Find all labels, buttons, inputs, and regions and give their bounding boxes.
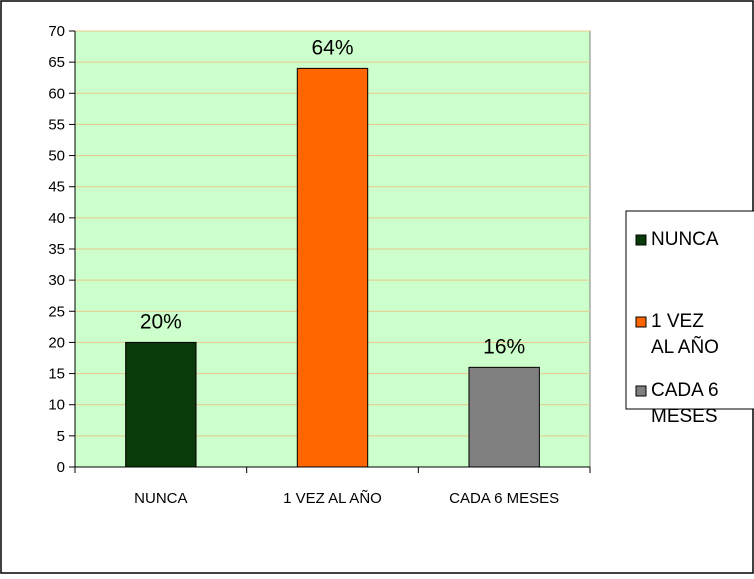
legend-swatch	[635, 316, 647, 328]
legend-label: NUNCA	[651, 229, 719, 250]
y-tick-label: 50	[48, 148, 65, 165]
legend-box	[625, 210, 754, 410]
x-tick-label: CADA 6 MESES	[449, 490, 559, 507]
bars	[125, 67, 540, 468]
y-tick-label: 60	[48, 85, 65, 102]
y-tick-label: 45	[48, 179, 65, 196]
legend-label: AL AÑO	[651, 336, 719, 358]
y-tick-label: 15	[48, 366, 65, 383]
data-label: 20%	[140, 310, 182, 333]
bar	[468, 366, 540, 468]
y-tick-label: 35	[48, 241, 65, 258]
legend: NUNCA 1 VEZ AL AÑO CADA 6 MESES	[625, 210, 754, 427]
y-tick-label: 5	[57, 428, 65, 445]
y-tick-label: 70	[48, 23, 65, 40]
data-label: 16%	[483, 335, 525, 358]
y-tick-label: 30	[48, 272, 65, 289]
legend-swatch	[635, 385, 647, 397]
x-tick-label: NUNCA	[134, 490, 187, 507]
legend-swatch	[635, 234, 647, 246]
y-tick-label: 20	[48, 334, 65, 351]
data-label: 64%	[311, 36, 353, 59]
y-tick-label: 0	[57, 459, 65, 476]
data-labels: 20% 64% 16%	[140, 36, 525, 358]
legend-label: 1 VEZ	[651, 311, 704, 332]
bar	[296, 67, 369, 468]
x-tick-label: 1 VEZ AL AÑO	[283, 490, 382, 507]
y-tick-label: 55	[48, 116, 65, 133]
y-tick-label: 25	[48, 303, 65, 320]
y-tick-label: 65	[48, 54, 65, 71]
y-tick-label: 10	[48, 397, 65, 414]
legend-label: CADA 6	[651, 380, 719, 401]
y-tick-label: 40	[48, 210, 65, 227]
y-axis: 0 5 10 15 20 25 30 35 40 45 50 55 60 65 70	[48, 23, 76, 476]
bar	[125, 341, 197, 468]
legend-label: MESES	[651, 406, 718, 427]
x-axis: NUNCA 1 VEZ AL AÑO CADA 6 MESES	[74, 466, 591, 507]
